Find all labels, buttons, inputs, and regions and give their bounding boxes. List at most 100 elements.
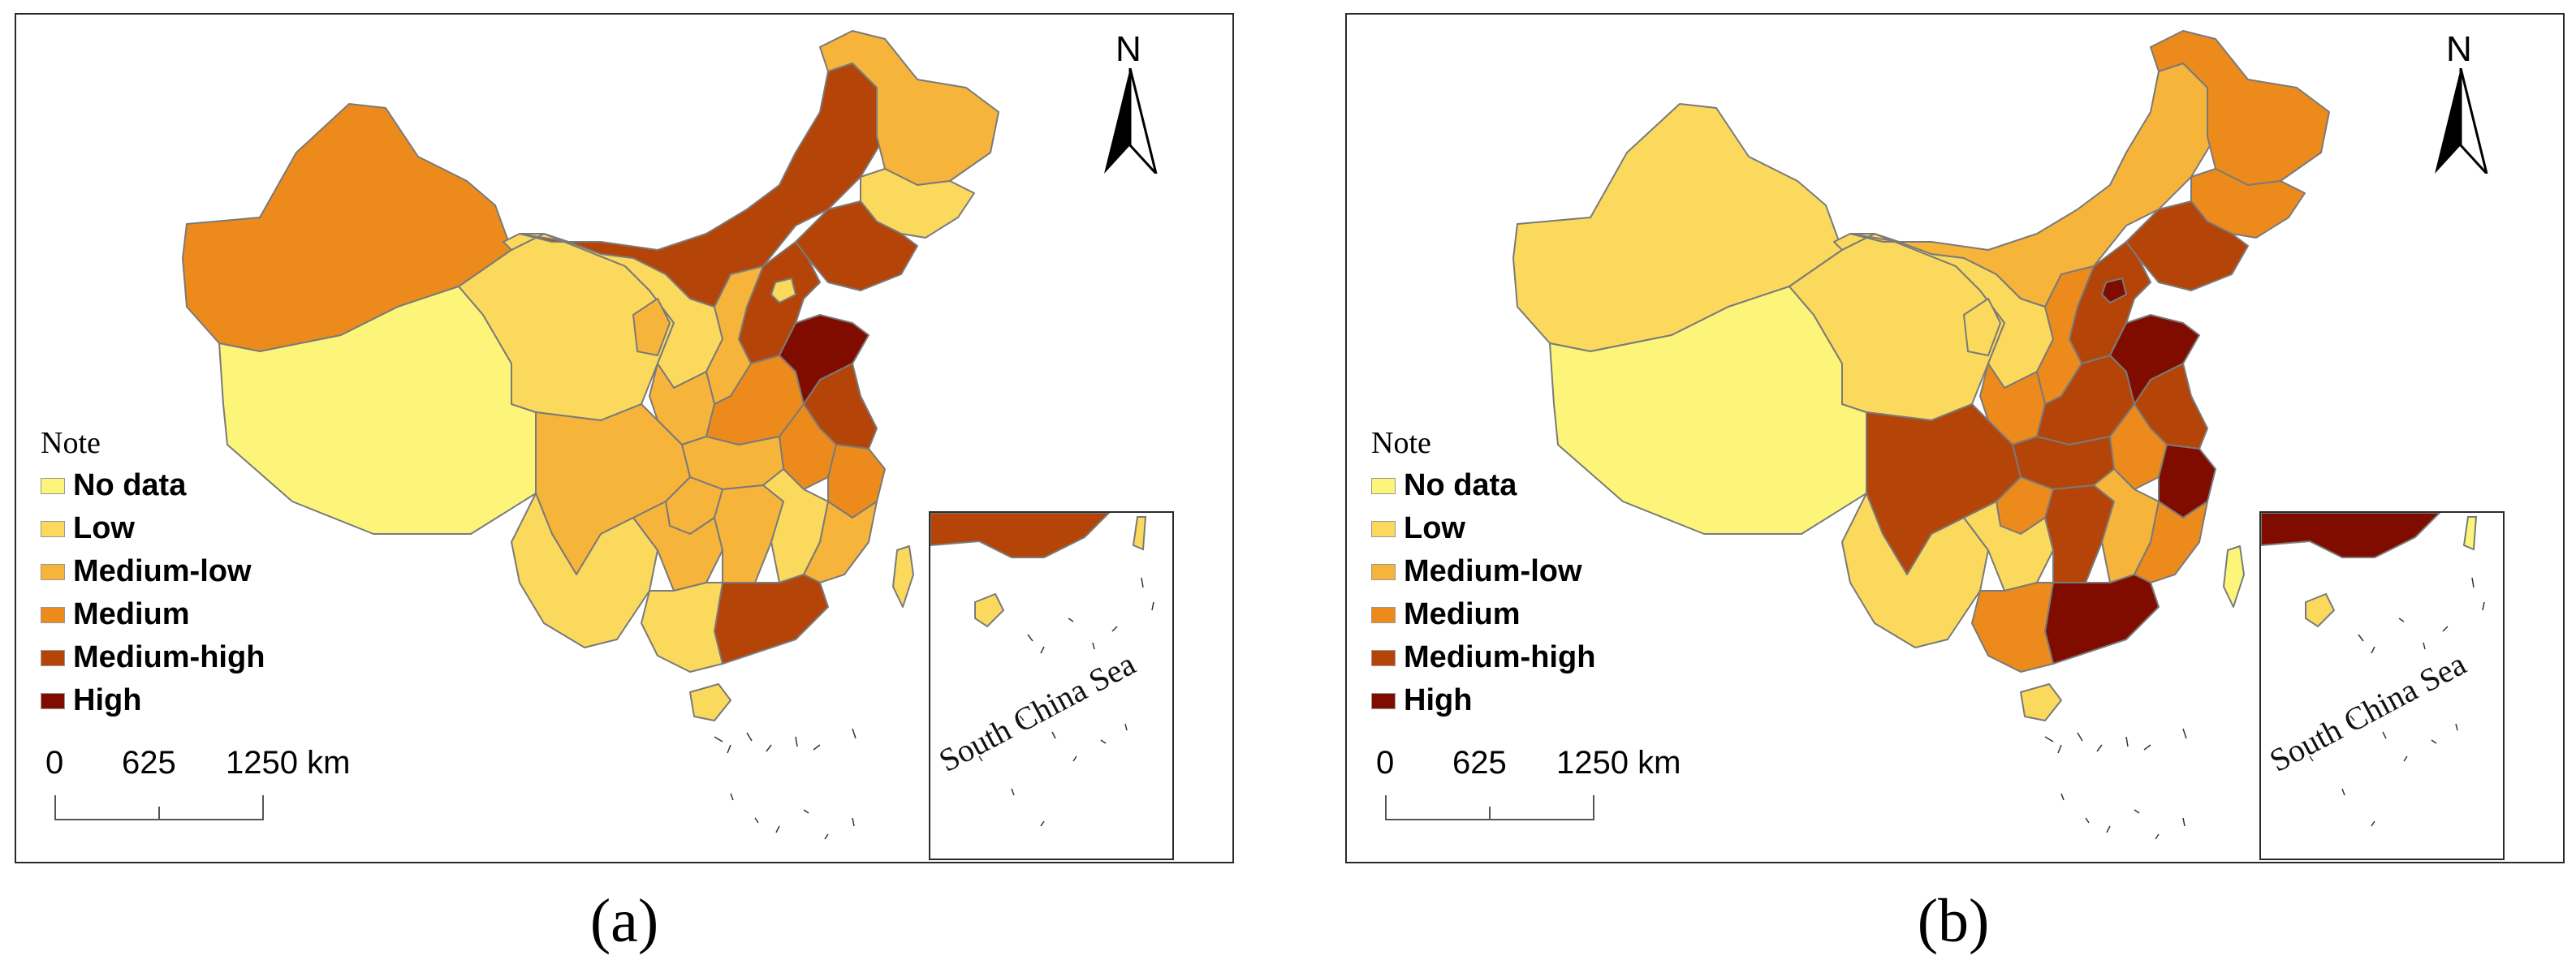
legend-swatch <box>41 563 65 580</box>
china-map-b <box>1512 30 2330 840</box>
scale-tick-0: 0 <box>1376 745 1395 781</box>
provinces <box>1512 30 2330 721</box>
region-shandong <box>779 314 869 405</box>
inset-label: South China Sea <box>933 645 1141 779</box>
inset-svg: South China Sea <box>930 513 1154 827</box>
region-heilongjiang <box>819 30 999 186</box>
scale-tick-0: 0 <box>45 745 64 781</box>
legend-label: Medium-high <box>73 640 265 674</box>
sea-islands <box>2044 728 2187 840</box>
north-label: N <box>1115 29 1141 69</box>
sea-islands <box>714 728 857 840</box>
inset-coast-a <box>930 513 1111 558</box>
map-frame-b: South China Sea N Note No data Low Medium-… <box>1345 13 2565 863</box>
legend-label: High <box>1404 683 1473 717</box>
legend-swatch <box>1371 692 1396 709</box>
legend-item-low: Low <box>41 507 382 550</box>
region-jilin <box>2190 168 2306 239</box>
legend-swatch <box>41 520 65 537</box>
legend-label: Medium <box>73 597 190 631</box>
region-fujian <box>2134 501 2208 583</box>
legend-item-no-data: No data <box>41 464 382 507</box>
region-hainan <box>2020 683 2062 721</box>
scale-bar-line <box>54 795 264 820</box>
legend-item-low: Low <box>1371 507 1712 550</box>
legend-label: Medium-high <box>1404 640 1596 674</box>
scale-tick-2: 1250 km <box>226 745 351 781</box>
legend-item-medium-low: Medium-low <box>1371 550 1712 593</box>
region-guangdong <box>714 574 829 665</box>
region-taiwan <box>892 545 914 608</box>
inset-coast-b <box>2261 513 2441 558</box>
region-taiwan <box>2223 545 2245 608</box>
inset-hainan-a <box>974 592 1005 628</box>
north-label: N <box>2446 29 2472 69</box>
scale-bar-line <box>1385 795 1594 820</box>
legend-item-no-data: No data <box>1371 464 1712 507</box>
legend-item-medium-low: Medium-low <box>41 550 382 593</box>
scale-tick-1: 625 <box>1452 745 1507 781</box>
legend-label: No data <box>73 468 187 502</box>
region-beijing <box>770 278 796 303</box>
inset-map: South China Sea <box>2259 511 2505 860</box>
inset-taiwan-b <box>2462 516 2478 551</box>
legend-item-high: High <box>41 679 382 722</box>
region-shandong <box>2109 314 2200 405</box>
scale-bar: 0 625 1250 km <box>41 745 382 834</box>
region-guangdong <box>2044 574 2160 665</box>
map-frame-a: South China Sea N Note No data Low Medium-… <box>15 13 1234 863</box>
region-hainan <box>689 683 731 721</box>
inset-map: South China Sea <box>929 511 1174 860</box>
inset-label: South China Sea <box>2263 645 2472 779</box>
region-fujian <box>803 501 878 583</box>
legend-swatch <box>41 692 65 709</box>
legend-item-high: High <box>1371 679 1712 722</box>
legend-items: No data Low Medium-low Medium Medium-high Hig… <box>1371 464 1712 722</box>
legend-item-medium: Medium <box>1371 593 1712 636</box>
region-ningxia <box>1963 298 2001 356</box>
region-heilongjiang <box>2150 30 2330 186</box>
legend-swatch <box>41 649 65 666</box>
north-arrow-icon <box>2435 68 2488 174</box>
region-jilin <box>860 168 975 239</box>
legend-items: No data Low Medium-low Medium Medium-high Hig… <box>41 464 382 722</box>
legend-item-medium-high: Medium-high <box>1371 636 1712 679</box>
china-map-a <box>182 30 999 840</box>
inset-svg: South China Sea <box>2261 513 2485 827</box>
provinces <box>182 30 999 721</box>
inset-taiwan-a <box>1132 516 1147 551</box>
legend-item-medium-high: Medium-high <box>41 636 382 679</box>
north-arrow: N <box>2435 29 2500 175</box>
region-ningxia <box>632 298 671 356</box>
legend: Note No data Low Medium-low Medium Medium-hi… <box>1371 425 1712 722</box>
legend-swatch <box>41 477 65 494</box>
region-guangxi <box>1971 582 2054 673</box>
legend-label: Medium-low <box>73 554 252 588</box>
scale-tick-2: 1250 km <box>1556 745 1681 781</box>
legend-label: No data <box>1404 468 1517 502</box>
legend-item-medium: Medium <box>41 593 382 636</box>
legend-swatch <box>41 606 65 623</box>
panel-caption-b: (b) <box>1917 887 1990 955</box>
legend-swatch <box>1371 520 1396 537</box>
legend-title: Note <box>41 426 101 460</box>
region-beijing <box>2101 278 2127 303</box>
legend-label: Medium-low <box>1404 554 1582 588</box>
scale-tick-1: 625 <box>122 745 176 781</box>
legend-swatch <box>1371 649 1396 666</box>
legend: Note No data Low Medium-low Medium Medium-hi… <box>41 425 382 722</box>
legend-label: High <box>73 683 142 717</box>
panel-caption-a: (a) <box>589 887 659 955</box>
region-guangxi <box>641 582 723 673</box>
legend-label: Low <box>1404 511 1465 545</box>
legend-label: Low <box>73 511 135 545</box>
scale-bar: 0 625 1250 km <box>1371 745 1712 834</box>
north-arrow: N <box>1104 29 1169 175</box>
legend-label: Medium <box>1404 597 1521 631</box>
legend-swatch <box>1371 477 1396 494</box>
legend-title: Note <box>1371 426 1431 460</box>
legend-swatch <box>1371 563 1396 580</box>
north-arrow-icon <box>1104 68 1158 174</box>
legend-swatch <box>1371 606 1396 623</box>
inset-hainan-b <box>2305 592 2336 628</box>
